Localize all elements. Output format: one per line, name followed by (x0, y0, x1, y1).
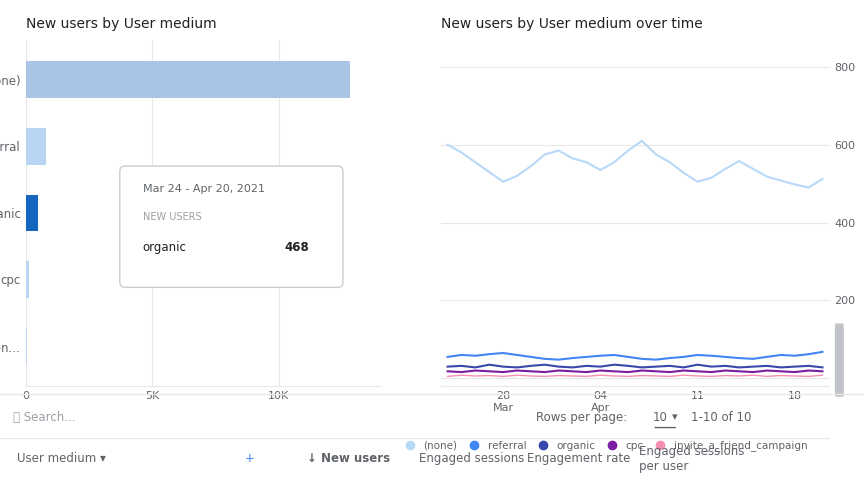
Text: Mar 24 - Apr 20, 2021: Mar 24 - Apr 20, 2021 (143, 184, 265, 194)
Text: NEW USERS: NEW USERS (143, 212, 201, 222)
Bar (26, 61, 350, 98)
Text: ▾: ▾ (672, 412, 678, 422)
Text: 🔍 Search...: 🔍 Search... (13, 410, 75, 424)
Text: New users by User medium: New users by User medium (26, 17, 217, 32)
Text: 468: 468 (284, 241, 309, 254)
Text: ↓ New users: ↓ New users (307, 452, 390, 465)
FancyBboxPatch shape (835, 324, 844, 397)
Text: +: + (245, 452, 255, 465)
Text: organic: organic (143, 241, 187, 254)
Text: 10: 10 (652, 410, 667, 424)
Bar (26, 195, 38, 231)
Bar (26, 261, 29, 298)
FancyBboxPatch shape (120, 166, 343, 287)
Text: Engagement rate: Engagement rate (527, 452, 630, 465)
Text: New users by User medium over time: New users by User medium over time (441, 17, 702, 32)
Text: Engaged sessions: Engaged sessions (419, 452, 524, 465)
Text: Rows per page:: Rows per page: (536, 410, 627, 424)
Bar (26, 328, 27, 364)
Text: 1-10 of 10: 1-10 of 10 (691, 410, 752, 424)
Legend: (none), referral, organic, cpc, invite_a_friend_campaign: (none), referral, organic, cpc, invite_a… (396, 437, 812, 455)
Bar (26, 128, 46, 164)
Text: Engaged sessions
per user: Engaged sessions per user (638, 445, 744, 473)
Text: User medium ▾: User medium ▾ (16, 452, 105, 465)
